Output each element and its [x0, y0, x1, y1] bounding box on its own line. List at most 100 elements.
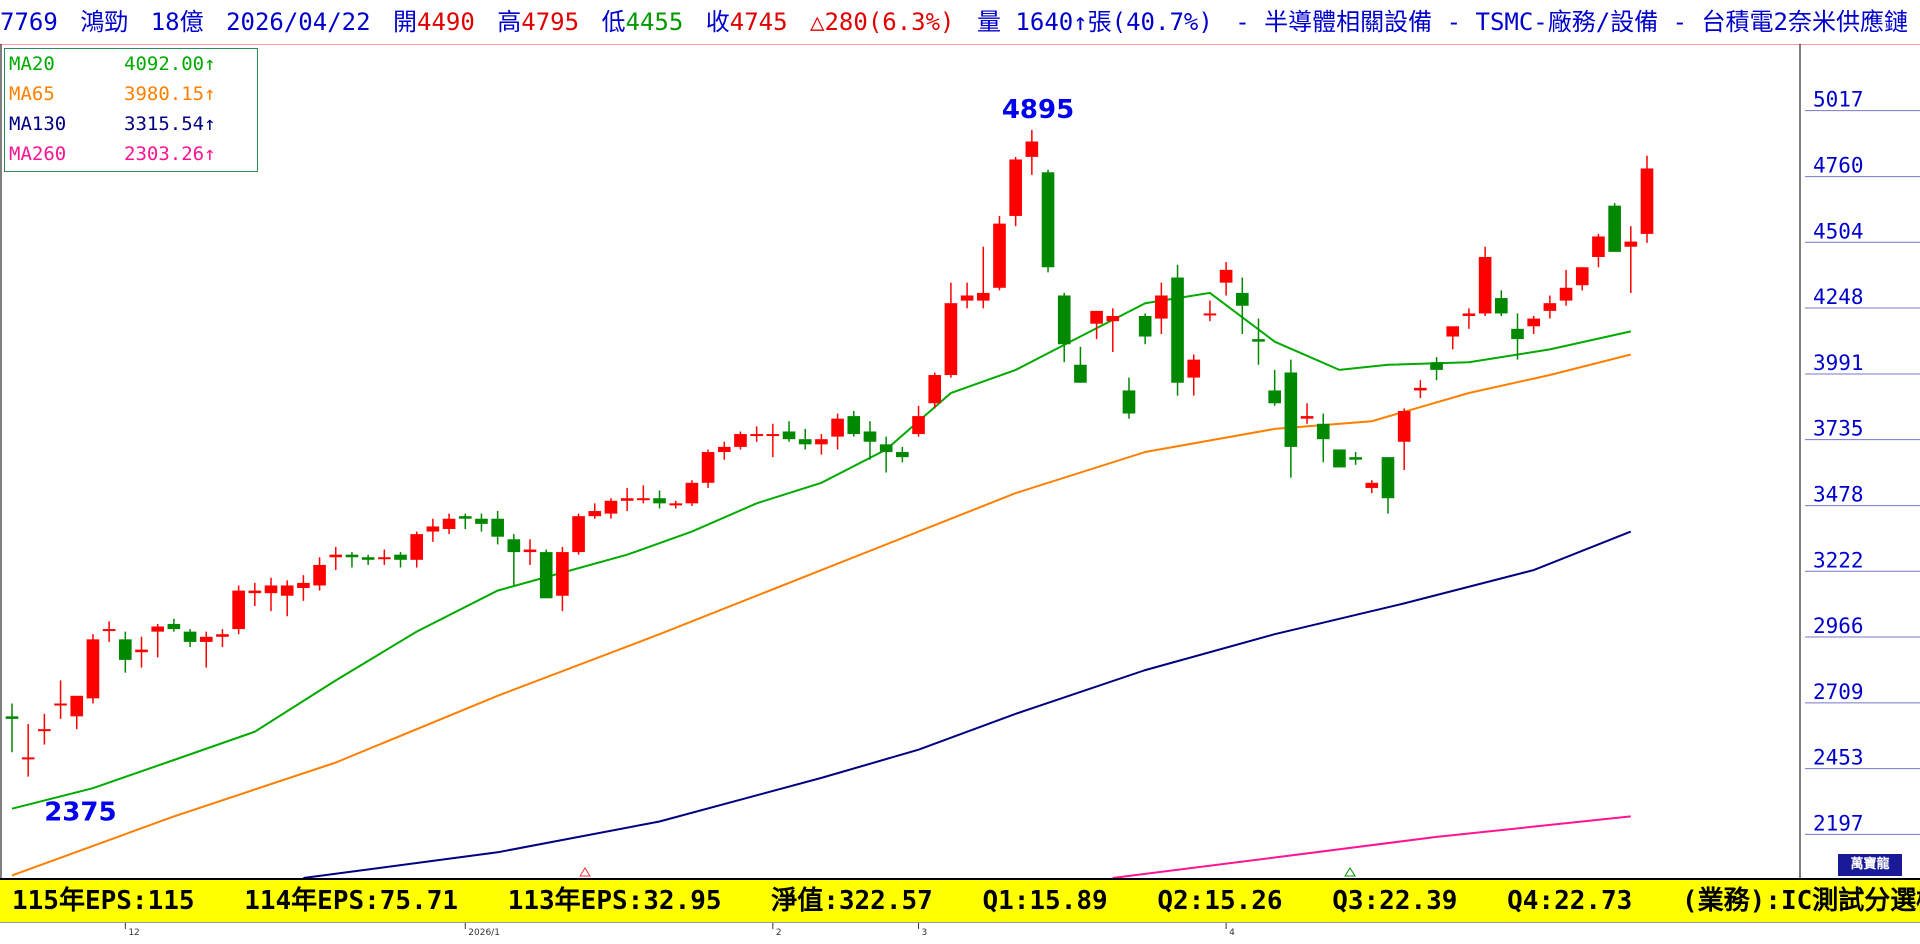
x-tick-label: 2: [776, 928, 782, 938]
candle-body: [313, 564, 326, 586]
candle-body: [976, 292, 990, 301]
candle-body: [297, 582, 310, 589]
candle-body: [345, 554, 359, 558]
candle-body: [329, 554, 343, 558]
candle-body: [928, 375, 942, 404]
candle-body: [280, 585, 294, 596]
candle-body: [701, 452, 715, 483]
legend-name: MA260: [9, 143, 67, 165]
stock-code: 7769: [0, 8, 58, 36]
candle-body: [831, 418, 844, 437]
candle-body: [1138, 316, 1152, 337]
candle-body: [604, 500, 618, 514]
candle-body: [847, 416, 861, 435]
q3-eps: Q3:22.39: [1332, 886, 1458, 916]
candle-body: [491, 518, 504, 537]
candle-body: [38, 729, 51, 732]
volume-value: 量 1640↑張(40.7%): [976, 8, 1213, 36]
candle-body: [766, 434, 780, 437]
candle-body: [1057, 295, 1071, 345]
candle-body: [620, 498, 634, 501]
candle-body: [1025, 141, 1039, 157]
event-marker: [579, 867, 591, 877]
y-tick-label: 3991: [1813, 351, 1864, 375]
brand-logo: 萬寶龍: [1838, 854, 1902, 876]
candle-body: [863, 431, 877, 442]
candle-body: [1219, 269, 1233, 283]
candle-body: [1527, 318, 1540, 327]
industry-tags: - 半導體相關設備 - TSMC-廠務/設備 - 台積電2奈米供應鏈 - 半: [1235, 8, 1920, 36]
candle-body: [1381, 457, 1395, 499]
candle-body: [54, 703, 67, 706]
candle-body: [410, 534, 424, 560]
candle-body: [1608, 205, 1621, 252]
y-tick-label: 4760: [1813, 154, 1864, 178]
candle-body: [1268, 390, 1281, 404]
candle-body: [1624, 241, 1638, 247]
candle-body: [183, 631, 197, 642]
legend-value: 3980.15↑: [124, 83, 216, 105]
ma-legend: MA20 4092.00↑ MA65 3980.15↑ MA130 3315.54↑ …: [4, 48, 258, 172]
candle-body: [394, 554, 407, 560]
candle-body: [539, 552, 553, 599]
low-label: 低: [601, 8, 626, 36]
candle-body: [1478, 256, 1492, 314]
quote-header: 7769 鴻勁 18億 2026/04/22 開4490 高4795 低4455…: [0, 0, 1920, 44]
candle-body: [1414, 387, 1427, 391]
candle-body: [442, 518, 456, 530]
candle-body: [717, 446, 731, 453]
candle-body: [685, 482, 699, 504]
candle-body: [264, 585, 278, 594]
candle-body: [216, 634, 229, 637]
eps-bar: 115年EPS:115 114年EPS:75.71 113年EPS:32.95 …: [0, 878, 1920, 922]
candle-body: [248, 590, 262, 594]
eps-114: 114年EPS:75.71: [244, 886, 459, 916]
legend-value: 2303.26↑: [124, 143, 216, 165]
legend-value: 3315.54↑: [124, 113, 216, 135]
candle-body: [151, 626, 165, 632]
ma260-line: [1112, 815, 1631, 878]
candle-body: [507, 539, 521, 553]
candle-body: [1333, 449, 1346, 468]
legend-row-ma20: MA20 4092.00↑: [5, 49, 257, 79]
candle-body: [361, 557, 375, 560]
x-tick-label: 4: [1229, 928, 1235, 938]
candle-body: [1284, 372, 1298, 447]
candle-body: [199, 636, 213, 642]
quote-date: 2026/04/22: [226, 8, 371, 36]
ma65-line: [11, 353, 1632, 877]
candle-body: [232, 590, 245, 630]
candle-body: [944, 303, 958, 376]
low-value: 4455: [625, 8, 684, 36]
legend-name: MA130: [9, 113, 67, 135]
candle-body: [1155, 295, 1168, 319]
y-tick-label: 3478: [1813, 483, 1864, 507]
stock-name: 鴻勁: [80, 8, 129, 36]
candle-body: [556, 552, 569, 596]
date-strip: 12 2026/1 2 3 4: [0, 922, 1920, 940]
ma130-line: [303, 530, 1632, 878]
high-label: 高: [497, 8, 522, 36]
candle-body: [1300, 416, 1314, 419]
high-value: 4795: [521, 8, 580, 36]
x-axis: 12 2026/1 2 3 4: [124, 923, 1235, 938]
candle-body: [669, 503, 683, 506]
legend-value: 4092.00↑: [124, 53, 216, 75]
candle-body: [1122, 390, 1136, 414]
candle-body: [1397, 410, 1411, 442]
candle-body: [1203, 313, 1217, 316]
candle-body: [167, 623, 181, 630]
candle-body: [1365, 482, 1379, 488]
candle-body: [572, 516, 585, 553]
candle-body: [637, 498, 650, 501]
candle-body: [1235, 292, 1249, 306]
candle-body: [426, 526, 440, 532]
candle-body: [1009, 159, 1022, 216]
candle-body: [70, 695, 84, 717]
candle-body: [879, 444, 893, 453]
candle-body: [21, 757, 35, 760]
legend-row-ma260: MA260 2303.26↑: [5, 139, 257, 169]
candle-body: [798, 439, 812, 445]
close-value: 4745: [729, 8, 788, 36]
candlestick-chart[interactable]: 5017 4760 4504 4248 3991 3735 3478 3222 2966 2709…: [0, 44, 1920, 878]
